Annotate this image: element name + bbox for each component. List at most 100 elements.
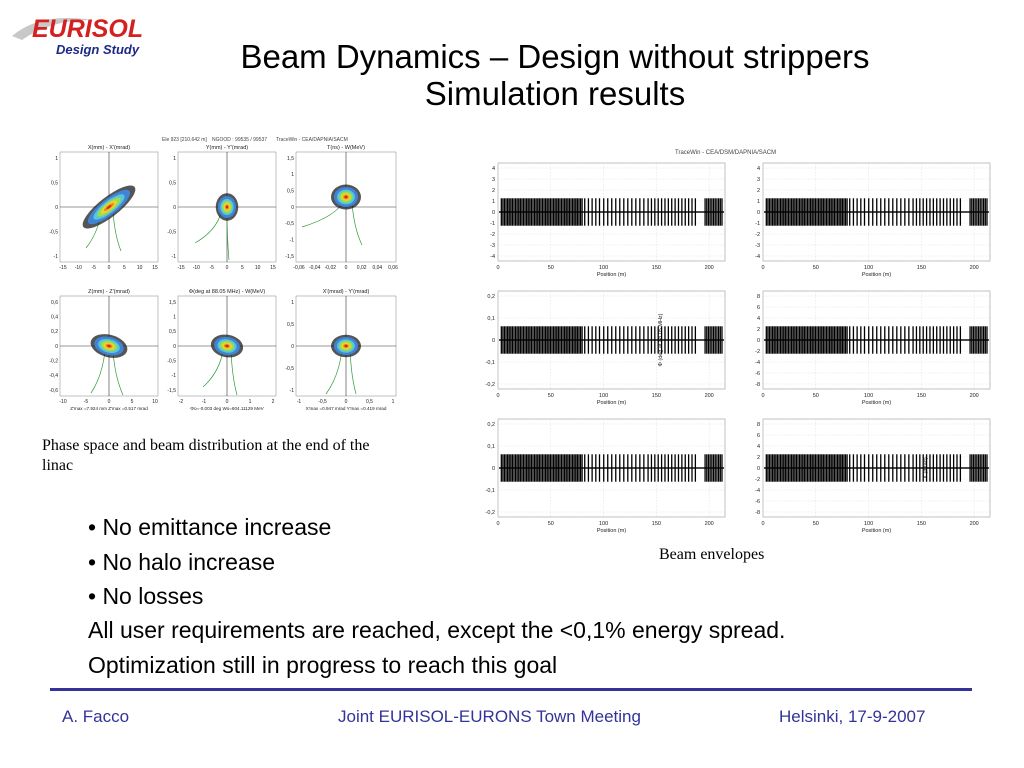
envelope-xtick-label: 100 (864, 265, 873, 271)
phase-ytick-label: -0,4 (49, 373, 58, 379)
envelope-element-mark (519, 454, 521, 482)
phase-caption: Phase space and beam distribution at the… (42, 437, 370, 474)
envelope-element-mark (976, 454, 978, 482)
envelope-element-mark (717, 454, 720, 482)
envelope-element-mark (671, 326, 673, 354)
envelope-element-mark (972, 326, 975, 354)
envelope-element-mark (552, 326, 555, 354)
envelope-element-mark (521, 198, 523, 226)
envelope-element-mark (982, 454, 985, 482)
phase-ytick-label: -1,5 (167, 388, 176, 394)
envelope-element-mark (500, 454, 502, 482)
envelope-element-mark (768, 326, 771, 354)
envelope-element-mark (554, 198, 556, 226)
envelope-element-mark (548, 454, 550, 482)
envelope-element-mark (772, 326, 774, 354)
bullet-list: • No emittance increase • No halo increa… (88, 510, 331, 614)
envelope-element-mark (932, 198, 934, 226)
envelope-element-mark (647, 198, 649, 226)
envelope-element-mark (822, 198, 824, 226)
envelope-element-mark (581, 198, 583, 226)
envelope-element-mark (543, 198, 545, 226)
envelope-element-mark (832, 326, 834, 354)
envelope-element-mark (912, 326, 914, 354)
envelope-element-mark (915, 198, 918, 226)
envelope-element-mark (627, 326, 629, 354)
footer-author: A. Facco (62, 707, 130, 726)
envelope-element-mark (538, 198, 540, 226)
envelope-element-mark (631, 326, 633, 354)
envelope-element-mark (505, 454, 507, 482)
envelope-element-mark (526, 326, 528, 354)
envelope-element-mark (936, 198, 938, 226)
envelope-element-mark (939, 326, 941, 354)
envelope-element-mark (798, 454, 801, 482)
envelope-element-mark (969, 326, 971, 354)
envelope-ytick-label: 2 (757, 188, 760, 194)
envelope-element-mark (564, 454, 566, 482)
envelope-element-mark (721, 454, 723, 482)
envelope-element-mark (543, 326, 545, 354)
envelope-element-mark (792, 454, 794, 482)
envelope-element-mark (781, 198, 783, 226)
envelope-element-mark (530, 326, 533, 354)
phase-density-level (344, 344, 348, 348)
envelope-element-mark (795, 326, 798, 354)
envelope-element-mark (822, 326, 824, 354)
phase-ytick-label: -0,5 (49, 229, 58, 235)
envelope-element-mark (684, 454, 686, 482)
envelope-element-mark (884, 326, 886, 354)
envelope-element-mark (868, 454, 870, 482)
envelope-element-mark (876, 454, 878, 482)
envelope-element-mark (838, 454, 840, 482)
envelope-element-mark (819, 198, 821, 226)
envelope-element-mark (535, 454, 537, 482)
envelope-element-mark (892, 326, 894, 354)
envelope-element-mark (981, 454, 983, 482)
envelope-element-mark (936, 326, 938, 354)
envelope-ytick-label: 8 (757, 422, 760, 428)
phase-xtick-label: -10 (59, 399, 66, 405)
envelope-element-mark (627, 198, 629, 226)
envelope-element-mark (765, 326, 767, 354)
envelope-element-mark (819, 326, 821, 354)
envelope-element-mark (511, 198, 514, 226)
envelope-element-mark (896, 198, 898, 226)
envelope-element-mark (513, 326, 515, 354)
envelope-element-mark (849, 326, 851, 354)
envelope-element-mark (868, 326, 870, 354)
envelope-element-mark (551, 198, 553, 226)
envelope-element-mark (619, 454, 621, 482)
envelope-element-mark (813, 198, 815, 226)
envelope-element-mark (811, 326, 813, 354)
envelope-element-mark (691, 326, 693, 354)
envelope-xtick-label: 200 (970, 521, 979, 527)
envelope-element-mark (552, 198, 555, 226)
envelope-element-mark (843, 454, 845, 482)
envelope-element-mark (657, 198, 659, 226)
envelope-element-mark (808, 326, 810, 354)
envelope-element-mark (936, 454, 938, 482)
envelope-element-mark (824, 326, 826, 354)
envelope-xtick-label: 50 (548, 393, 554, 399)
phase-distribution (90, 334, 128, 358)
envelope-ytick-label: 4 (757, 444, 760, 450)
envelope-element-mark (565, 326, 567, 354)
envelope-element-mark (824, 454, 826, 482)
envelope-element-mark (765, 198, 767, 226)
envelope-element-mark (977, 326, 980, 354)
envelope-element-mark (524, 326, 526, 354)
envelope-element-mark (888, 454, 890, 482)
envelope-ytick-label: 8 (757, 294, 760, 300)
envelope-element-mark (904, 454, 906, 482)
envelope-element-mark (587, 454, 590, 482)
envelope-element-mark (535, 198, 537, 226)
phase-xtick-label: 0 (345, 265, 348, 271)
envelope-element-mark (852, 326, 855, 354)
envelope-element-mark (643, 326, 645, 354)
envelope-element-mark (654, 326, 656, 354)
envelope-element-mark (984, 198, 986, 226)
phase-ytick-label: -1 (290, 388, 295, 394)
envelope-element-mark (526, 198, 528, 226)
envelope-element-mark (709, 198, 711, 226)
